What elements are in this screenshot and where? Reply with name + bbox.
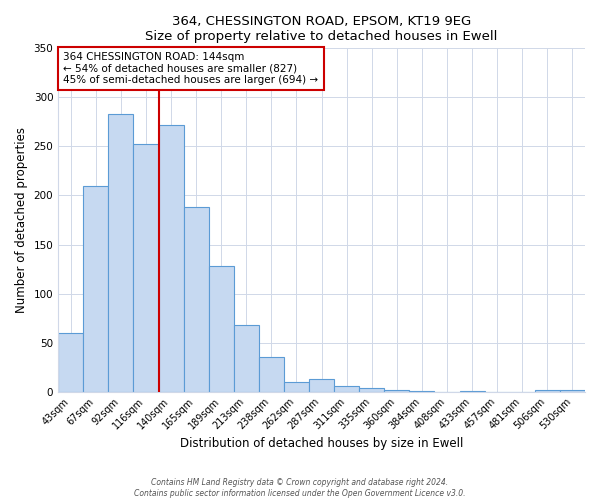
Bar: [284, 382, 309, 392]
Bar: [359, 388, 385, 392]
Bar: [109, 114, 133, 392]
Bar: [535, 390, 560, 392]
Bar: [158, 125, 184, 392]
Bar: [409, 390, 434, 392]
Bar: [560, 390, 585, 392]
X-axis label: Distribution of detached houses by size in Ewell: Distribution of detached houses by size …: [180, 437, 463, 450]
Bar: [460, 390, 485, 392]
Text: Contains HM Land Registry data © Crown copyright and database right 2024.
Contai: Contains HM Land Registry data © Crown c…: [134, 478, 466, 498]
Bar: [184, 207, 209, 392]
Bar: [259, 358, 284, 392]
Bar: [83, 186, 109, 392]
Bar: [385, 390, 409, 392]
Bar: [334, 386, 359, 392]
Bar: [209, 266, 234, 392]
Bar: [58, 333, 83, 392]
Bar: [133, 144, 158, 392]
Title: 364, CHESSINGTON ROAD, EPSOM, KT19 9EG
Size of property relative to detached hou: 364, CHESSINGTON ROAD, EPSOM, KT19 9EG S…: [145, 15, 498, 43]
Bar: [309, 379, 334, 392]
Text: 364 CHESSINGTON ROAD: 144sqm
← 54% of detached houses are smaller (827)
45% of s: 364 CHESSINGTON ROAD: 144sqm ← 54% of de…: [64, 52, 319, 85]
Y-axis label: Number of detached properties: Number of detached properties: [15, 127, 28, 313]
Bar: [234, 325, 259, 392]
